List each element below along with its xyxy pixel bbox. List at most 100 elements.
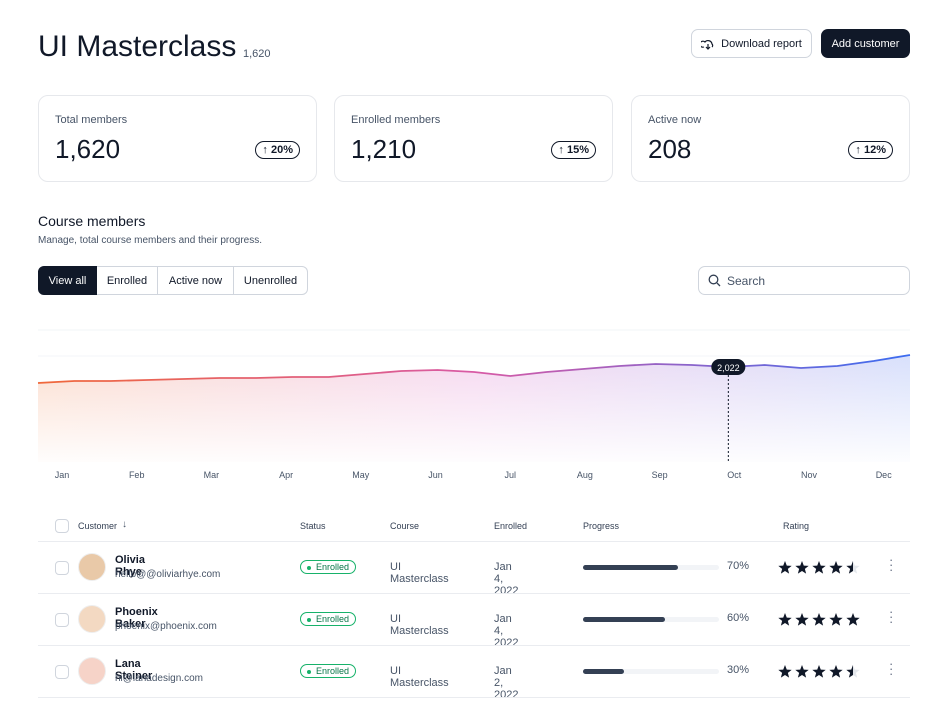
area-fade [38, 340, 910, 462]
row-menu[interactable]: · · · [889, 552, 894, 577]
row-divider [38, 593, 910, 594]
search-icon [708, 274, 721, 287]
avatar [78, 553, 106, 581]
chart: 2,022 Jan Feb Mar Apr May Jun Jul Aug Sep Oct Nov De… [37, 329, 911, 480]
progress-track [583, 669, 719, 674]
checkbox[interactable] [55, 561, 69, 575]
tooltip-label: 2,022 [717, 363, 740, 373]
row-menu[interactable]: · · · [889, 604, 894, 629]
status-dot [307, 670, 311, 674]
search-box[interactable]: Search [698, 266, 910, 295]
column-header: Rating [783, 521, 810, 531]
progress-bar [583, 617, 665, 622]
star [812, 613, 826, 626]
month-label: Jan [55, 470, 70, 480]
star [795, 665, 809, 678]
search-placeholder: Search [727, 273, 766, 288]
row-divider [38, 541, 910, 542]
progress-bar [583, 565, 679, 570]
stat-card: Enrolled members 1,210 ↑ 15% [334, 95, 613, 182]
status-badge: Enrolled [300, 664, 357, 678]
stat-card: Active now 208 ↑ 12% [631, 95, 910, 182]
rating-stars [778, 613, 860, 626]
progress-label: 30% [727, 664, 750, 676]
month-label: Feb [129, 470, 145, 480]
customer-name: Phoenix Baker [115, 606, 158, 630]
star [812, 561, 826, 574]
customer-email: hello@@oliviarhye.com [115, 569, 221, 580]
checkbox[interactable] [55, 665, 69, 679]
title-count: 1,620 [243, 48, 271, 60]
column-header: Enrolled [494, 521, 528, 531]
progress-track [583, 565, 719, 570]
star [795, 613, 809, 626]
enrolled-date: Jan 4, 2022 [494, 613, 519, 649]
stat-label: Total members [55, 114, 128, 126]
star [829, 665, 843, 678]
course: UI Masterclass [390, 561, 449, 585]
add-button[interactable]: Add customer [821, 29, 910, 58]
status-dot [307, 566, 311, 570]
column-header: Customer [78, 521, 118, 531]
course: UI Masterclass [390, 665, 449, 689]
column-header: Course [390, 521, 420, 531]
section-title: Course members [38, 213, 146, 229]
change-value: 15% [566, 144, 589, 156]
change-value: 20% [270, 144, 293, 156]
month-label: Jun [428, 470, 443, 480]
stat-label: Enrolled members [351, 114, 441, 126]
enrolled-date: Jan 4, 2022 [494, 561, 519, 597]
tab[interactable]: View all [38, 266, 97, 295]
tab[interactable]: Unenrolled [234, 266, 308, 295]
stat-change: ↑ 20% [255, 141, 300, 159]
tab[interactable]: Enrolled [97, 266, 158, 295]
month-label: Oct [727, 470, 742, 480]
month-label: Nov [801, 470, 818, 480]
status-label: Enrolled [316, 666, 350, 676]
download-button[interactable]: Download report [691, 29, 812, 58]
customer-email: hi@lanadesign.com [115, 673, 203, 684]
status-dot [307, 618, 311, 622]
month-label: Aug [577, 470, 593, 480]
customer-name: Lana Steiner [115, 658, 153, 682]
checkbox[interactable] [55, 519, 69, 533]
status-badge: Enrolled [300, 612, 357, 626]
tab[interactable]: Active now [158, 266, 234, 295]
checkbox[interactable] [55, 613, 69, 627]
rating-stars [778, 561, 860, 574]
column-header: Progress [583, 521, 620, 531]
stat-value: 1,620 [55, 134, 121, 164]
stat-label: Active now [648, 114, 702, 126]
stat-card: Total members 1,620 ↑ 20% [38, 95, 317, 182]
month-label: May [352, 470, 370, 480]
month-label: Dec [876, 470, 893, 480]
progress-label: 60% [727, 612, 750, 624]
customer-name: Olivia Rhye [115, 554, 145, 578]
section-subtitle: Manage, total course members and their p… [38, 235, 262, 246]
stat-change: ↑ 12% [848, 141, 893, 159]
status-label: Enrolled [316, 562, 350, 572]
month-label: Sep [652, 470, 668, 480]
month-label: Mar [204, 470, 220, 480]
customer-email: phoenix@phoenix.com [115, 621, 217, 632]
progress-label: 70% [727, 560, 750, 572]
star [778, 561, 792, 574]
button-label: Add customer [831, 37, 900, 50]
tooltip-box [711, 359, 746, 375]
course: UI Masterclass [390, 613, 449, 637]
row-divider [38, 645, 910, 646]
star [795, 561, 809, 574]
progress-track [583, 617, 719, 622]
star [846, 665, 853, 678]
column-header: Status [300, 521, 326, 531]
page-title: UI Masterclass [38, 30, 237, 63]
enrolled-date: Jan 2, 2022 [494, 665, 519, 701]
stat-value: 208 [648, 134, 692, 164]
stat-change: ↑ 15% [551, 141, 596, 159]
button-label: Download report [721, 37, 802, 50]
line [37, 354, 911, 384]
row-menu[interactable]: · · · [889, 656, 894, 681]
status-badge: Enrolled [300, 560, 357, 574]
month-label: Apr [279, 470, 293, 480]
